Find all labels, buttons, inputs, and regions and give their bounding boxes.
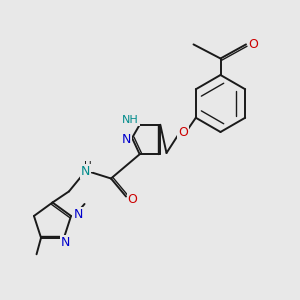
Text: H: H <box>84 161 92 172</box>
Text: O: O <box>249 38 258 51</box>
Text: O: O <box>178 125 188 139</box>
Text: N: N <box>81 165 90 178</box>
Text: N: N <box>122 133 131 146</box>
Text: NH: NH <box>122 115 139 125</box>
Text: O: O <box>128 193 137 206</box>
Text: N: N <box>74 208 83 221</box>
Text: N: N <box>61 236 70 249</box>
